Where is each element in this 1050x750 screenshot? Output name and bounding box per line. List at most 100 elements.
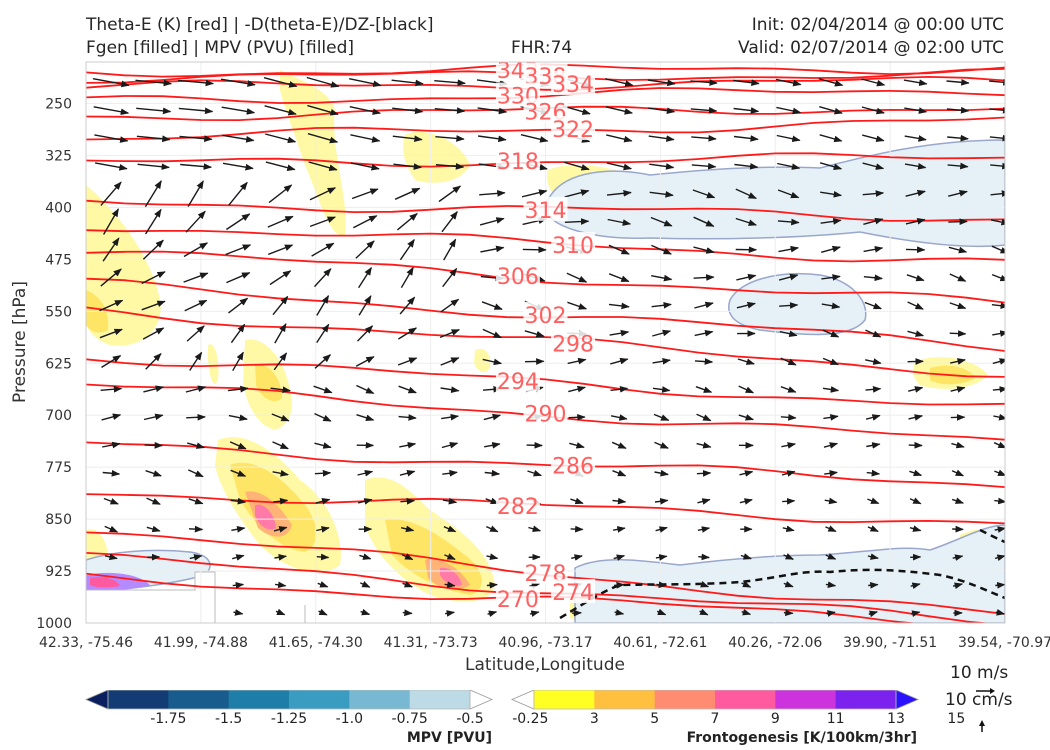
wind-vector [991,273,1005,282]
wind-vector [102,469,121,477]
wind-vector [187,180,204,207]
wind-vector [444,610,456,617]
wind-vector [103,497,119,505]
wind-vector [696,442,712,449]
wind-vector [355,356,375,367]
wind-vector [136,135,171,143]
wind-vector [435,163,465,170]
wind-vector [862,190,885,197]
wind-vector [904,107,928,114]
wind-vector [478,135,507,143]
mpv-deep-layer [86,572,150,591]
wind-vector [994,469,1005,477]
fgen-region [208,344,219,384]
wind-vector [608,302,630,310]
wind-vector [782,497,796,505]
wind-vector [990,162,1005,170]
forecast-hour: FHR:74 [511,38,573,58]
wind-vector [435,135,465,142]
wind-vector [819,134,843,143]
wind-vector [189,554,203,561]
wind-vector [910,610,921,617]
wind-vector [102,237,120,262]
wind-vector [992,330,1005,337]
wind-vector [608,244,630,255]
wind-vector [349,78,382,88]
wind-vector [655,554,668,561]
wind-vector [867,525,879,533]
colorbar-tick-label: 7 [711,711,720,727]
wind-vector [569,442,585,449]
colorbar-extend-low [84,690,109,710]
wind-vector [520,134,549,143]
wind-key-horizontal: 10 m/s [950,663,1009,683]
y-axis-ticks: 250 325 400 475 550 625 700 775 850 925 1000 [36,97,72,632]
wind-vector [908,414,924,421]
wind-vector [232,554,245,561]
wind-vector [524,330,545,338]
wind-vector [306,76,340,88]
wind-vector [398,414,417,421]
wind-vector [188,469,204,478]
wind-vector [907,301,924,310]
wind-vector [861,106,885,115]
wind-vector [570,525,584,533]
wind-vector [442,469,458,477]
wind-vector [144,180,162,208]
y-tick-label: 250 [45,97,72,113]
wind-vector [438,185,462,203]
theta-e-contour-306 [86,250,1005,304]
y-tick-label: 700 [45,408,72,424]
theta-e-contour-310 [86,229,1005,263]
wind-vector [272,441,289,450]
wind-vector [952,554,964,561]
colorbar-tick-label: -0.75 [392,711,428,727]
wind-vector [994,526,1005,533]
wind-vector [145,352,162,370]
wind-vector [605,106,634,115]
wind-vector [394,187,421,200]
wind-vector [400,497,416,505]
colorbar-cell [108,690,169,709]
wind-vector [481,301,503,310]
contour-label: 314 [525,199,567,224]
wind-vector [186,413,206,421]
wind-vector [862,134,885,143]
x-axis-ticks: 42.33, -75.46 41.99, -74.88 41.65, -74.30 4… [39,635,1050,651]
wind-vector [311,242,335,257]
wind-vector [180,163,213,170]
wind-vector [401,553,414,561]
contour-label: 298 [552,333,594,358]
wind-vector [691,162,717,170]
contour-label-bg [551,579,596,604]
wind-vector [317,581,329,588]
wind-vector [318,608,328,616]
wind-vector [397,357,418,366]
contour-label: 270 [497,588,539,613]
wind-vector [779,302,799,309]
wind-vector [568,413,586,421]
wind-vector [356,414,375,422]
wind-vector [400,525,415,533]
wind-vector [990,218,1005,226]
wind-vector [443,525,457,533]
wind-vector [99,328,123,339]
wind-vector [309,216,336,228]
colorbar-tick-label: 9 [771,711,780,727]
wind-vector [440,298,460,313]
wind-vector [777,189,800,199]
wind-vector [606,162,633,171]
wind-vector [307,133,339,144]
x-tick-label: 39.54, -70.97 [958,635,1050,651]
wind-vector [443,238,457,261]
wind-vector [102,441,121,449]
wind-vector [522,246,547,254]
wind-vector [950,414,966,421]
wind-vector [735,217,758,226]
fgen-region [474,348,491,372]
wind-vector [480,245,505,253]
theta-e-contour-294 [86,358,1005,406]
contour-label-bg [551,116,596,141]
title-line-1: Theta-E (K) [red] | -D(theta-E)/DZ-[blac… [86,15,434,35]
wind-vector [777,218,800,226]
